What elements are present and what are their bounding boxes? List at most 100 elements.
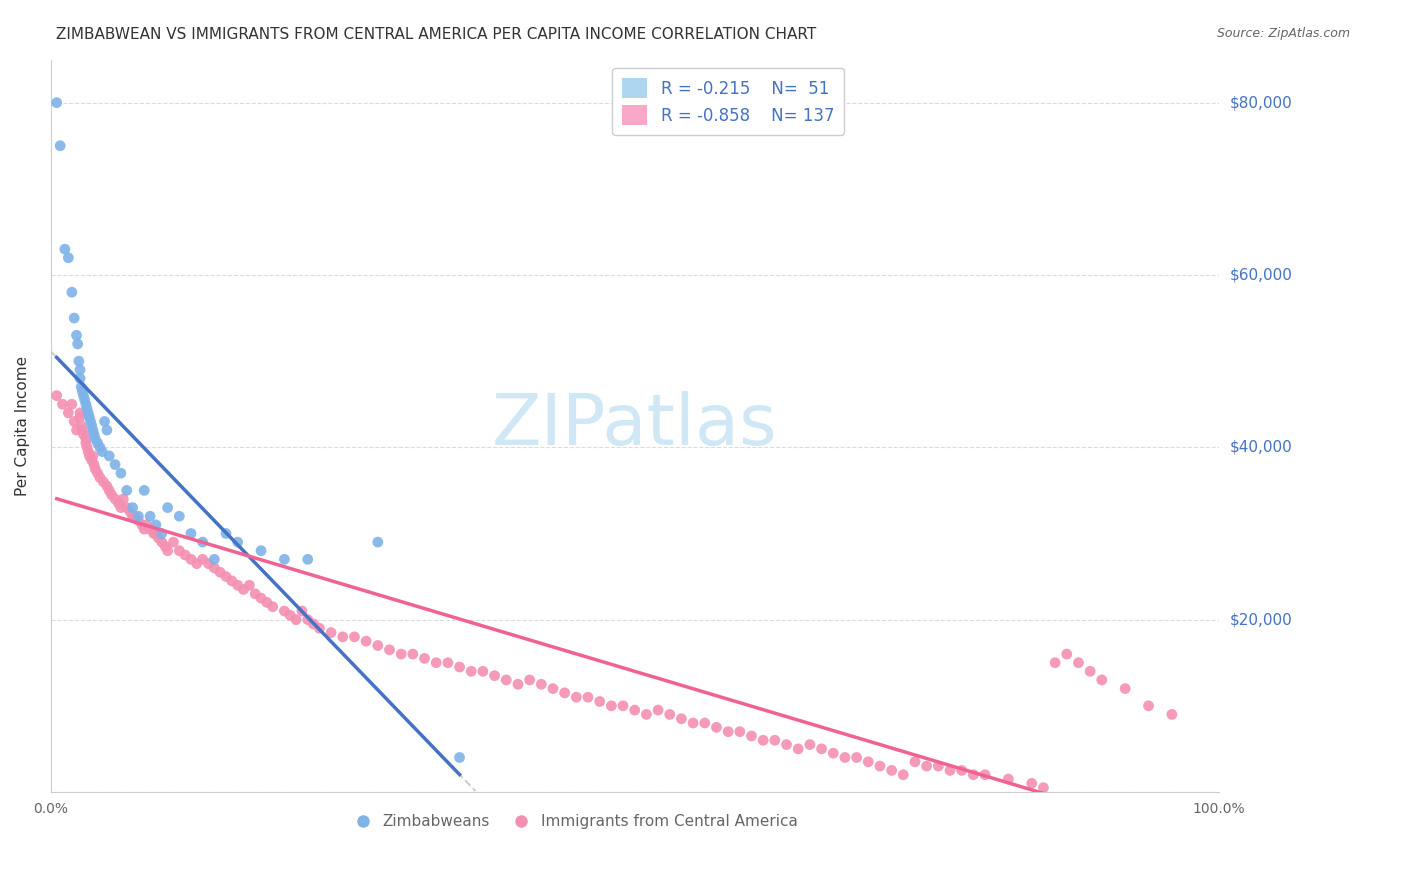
Point [69,371,91,385]
Point [232,582,254,597]
Point [471,665,494,679]
Point [238,578,260,592]
Point [100,488,122,502]
Point [484,668,506,682]
Point [904,755,927,769]
Point [273,552,295,566]
Point [155,540,177,554]
Point [845,750,868,764]
Point [67,354,90,368]
Point [221,574,243,588]
Point [72,423,94,437]
Point [45,389,67,403]
Point [72,427,94,442]
Text: $20,000: $20,000 [1230,612,1292,627]
Point [245,587,267,601]
Point [86,466,108,480]
Point [215,526,238,541]
Point [120,505,142,519]
Point [810,742,832,756]
Point [285,613,308,627]
Point [891,768,914,782]
Point [162,535,184,549]
Point [112,491,135,506]
Point [124,509,146,524]
Point [319,625,342,640]
Point [134,522,156,536]
Legend: Zimbabweans, Immigrants from Central America: Zimbabweans, Immigrants from Central Ame… [349,808,803,836]
Point [104,458,127,472]
Text: $60,000: $60,000 [1230,268,1292,283]
Point [332,630,354,644]
Point [728,724,751,739]
Point [131,517,153,532]
Point [60,285,83,300]
Point [139,509,162,524]
Text: ZIMBABWEAN VS IMMIGRANTS FROM CENTRAL AMERICA PER CAPITA INCOME CORRELATION CHAR: ZIMBABWEAN VS IMMIGRANTS FROM CENTRAL AM… [56,27,817,42]
Point [139,522,162,536]
Point [110,466,132,480]
Point [69,363,91,377]
Point [495,673,517,687]
Point [858,755,880,769]
Point [413,651,436,665]
Point [51,397,73,411]
Point [209,566,232,580]
Point [121,509,143,524]
Point [962,768,984,782]
Point [1021,776,1043,790]
Point [449,750,471,764]
Point [775,738,797,752]
Point [273,604,295,618]
Point [1091,673,1114,687]
Point [226,578,249,592]
Point [75,397,97,411]
Point [823,746,845,760]
Point [127,514,149,528]
Point [110,500,132,515]
Point [799,738,821,752]
Point [278,608,301,623]
Point [79,410,101,425]
Point [63,311,86,326]
Point [530,677,553,691]
Point [156,543,179,558]
Point [70,418,93,433]
Point [53,242,76,256]
Point [1078,665,1101,679]
Point [449,660,471,674]
Point [1043,656,1066,670]
Point [202,561,225,575]
Point [541,681,564,696]
Point [89,470,111,484]
Point [297,613,319,627]
Point [506,677,529,691]
Point [145,526,167,541]
Point [70,380,93,394]
Point [389,647,412,661]
Point [72,389,94,403]
Point [76,440,98,454]
Text: Source: ZipAtlas.com: Source: ZipAtlas.com [1216,27,1350,40]
Point [96,479,118,493]
Point [121,500,143,515]
Point [79,415,101,429]
Point [589,694,612,708]
Point [49,138,72,153]
Point [150,535,173,549]
Point [127,509,149,524]
Point [752,733,775,747]
Point [437,656,460,670]
Point [576,690,599,705]
Point [115,483,138,498]
Point [950,764,973,778]
Point [45,95,67,110]
Point [75,436,97,450]
Point [297,552,319,566]
Point [197,557,219,571]
Point [93,415,115,429]
Point [1137,698,1160,713]
Point [66,337,89,351]
Point [1160,707,1182,722]
Point [80,453,103,467]
